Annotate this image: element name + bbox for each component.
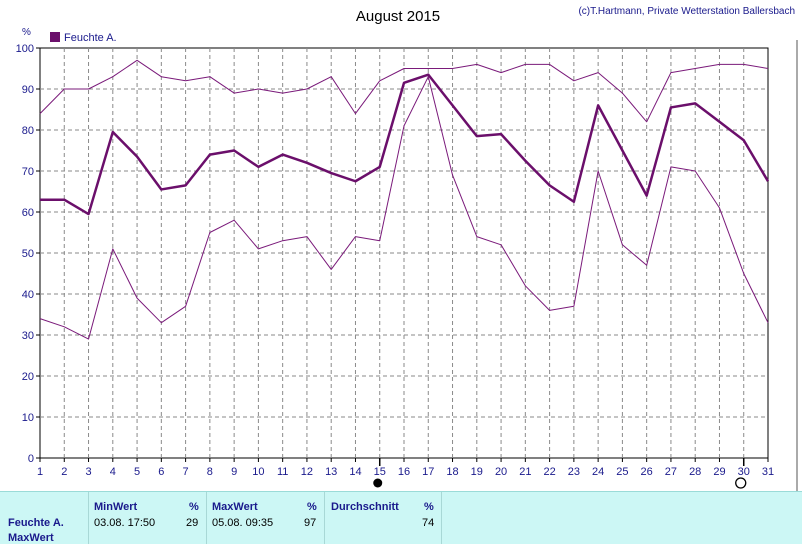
- stats-row-label: Feuchte A.: [8, 517, 64, 529]
- y-tick-label: 100: [16, 43, 34, 55]
- y-tick-label: 20: [22, 371, 34, 383]
- legend-label: Feuchte A.: [64, 32, 117, 44]
- x-tick-label: 19: [471, 466, 483, 478]
- series-line-max: [39, 59, 769, 123]
- y-tick-label: 30: [22, 330, 34, 342]
- x-tick-label: 7: [183, 466, 189, 478]
- x-tick-label: 31: [762, 466, 774, 478]
- y-tick-label: 80: [22, 125, 34, 137]
- x-axis-ticks: 1 2 3 4 5 6 7 8 9 10 11 12 13 14 15 16 17 18 19 20 21 22 23 24 2…: [37, 458, 774, 478]
- min-time: 03.08. 17:50: [94, 517, 156, 529]
- avg-header: Durchschnitt: [331, 501, 399, 513]
- x-tick-label: 22: [543, 466, 555, 478]
- y-tick-label: 70: [22, 166, 34, 178]
- full-moon-icon: [373, 478, 383, 488]
- x-tick-label: 13: [325, 466, 337, 478]
- x-tick-label: 2: [61, 466, 67, 478]
- y-axis-ticks: 0 10 20 30 40 50 60 70 80 90 100: [16, 43, 40, 465]
- avg-unit: %: [424, 501, 434, 513]
- x-tick-label: 5: [134, 466, 140, 478]
- y-tick-label: 90: [22, 84, 34, 96]
- grid-lines: [40, 48, 768, 458]
- chart-title: August 2015: [356, 8, 440, 25]
- x-tick-label: 1: [37, 466, 43, 478]
- x-tick-label: 9: [231, 466, 237, 478]
- min-unit: %: [189, 501, 199, 513]
- humidity-chart: August 2015 (c)T.Hartmann, Private Wette…: [16, 6, 798, 491]
- new-moon-icon: [735, 477, 747, 489]
- max-value: 97: [304, 517, 317, 529]
- legend: Feuchte A.: [50, 32, 117, 44]
- max-header: MaxWert: [212, 501, 258, 513]
- x-tick-label: 21: [519, 466, 531, 478]
- min-value: 29: [186, 517, 199, 529]
- x-tick-label: 25: [616, 466, 628, 478]
- x-tick-label: 12: [301, 466, 313, 478]
- max-unit: %: [307, 501, 317, 513]
- y-tick-label: 60: [22, 207, 34, 219]
- x-tick-label: 29: [713, 466, 725, 478]
- x-tick-label: 27: [665, 466, 677, 478]
- legend-swatch: [50, 32, 60, 42]
- x-tick-label: 3: [85, 466, 91, 478]
- y-tick-label: 10: [22, 412, 34, 424]
- moon-markers: [373, 458, 747, 489]
- x-tick-label: 11: [277, 466, 288, 478]
- y-tick-label: 40: [22, 289, 34, 301]
- x-tick-label: 23: [568, 466, 580, 478]
- y-tick-label: 0: [28, 453, 34, 465]
- stats-panel: Feuchte A. MaxWert MinWert % 03.08. 17:5…: [0, 491, 802, 544]
- x-tick-label: 10: [252, 466, 264, 478]
- stats-row-label-2: MaxWert: [8, 532, 54, 544]
- x-tick-label: 20: [495, 466, 507, 478]
- copyright-text: (c)T.Hartmann, Private Wetterstation Bal…: [578, 6, 795, 17]
- x-tick-label: 28: [689, 466, 701, 478]
- y-tick-label: 50: [22, 248, 34, 260]
- series-lines: [39, 59, 770, 340]
- x-tick-label: 4: [110, 466, 116, 478]
- x-tick-label: 14: [349, 466, 361, 478]
- y-axis-unit: %: [22, 27, 31, 38]
- x-tick-label: 24: [592, 466, 604, 478]
- x-tick-label: 15: [374, 466, 386, 478]
- min-header: MinWert: [94, 501, 138, 513]
- series-line-min: [39, 76, 769, 340]
- x-tick-label: 30: [738, 466, 750, 478]
- x-tick-label: 6: [158, 466, 164, 478]
- x-tick-label: 8: [207, 466, 213, 478]
- series-line-average: [40, 73, 770, 216]
- x-tick-label: 18: [446, 466, 458, 478]
- max-time: 05.08. 09:35: [212, 517, 274, 529]
- x-tick-label: 17: [422, 466, 434, 478]
- avg-value: 74: [422, 517, 435, 529]
- x-tick-label: 16: [398, 466, 410, 478]
- x-tick-label: 26: [641, 466, 653, 478]
